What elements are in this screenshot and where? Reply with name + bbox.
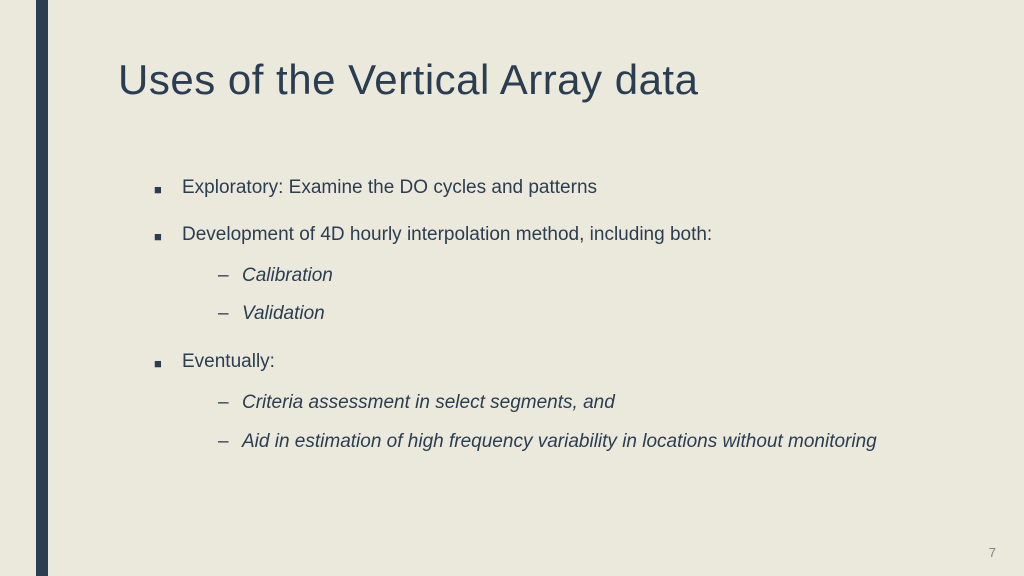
sub-item: Calibration [182,261,964,291]
sub-list: Calibration Validation [182,261,964,330]
sub-item: Validation [182,299,964,329]
bullet-list: Exploratory: Examine the DO cycles and p… [118,174,964,457]
page-number: 7 [989,545,996,560]
bullet-text: Eventually: [182,351,275,372]
slide-title: Uses of the Vertical Array data [118,56,964,104]
bullet-text: Development of 4D hourly interpolation m… [182,224,712,245]
sub-item: Aid in estimation of high frequency vari… [182,427,964,457]
bullet-item: Development of 4D hourly interpolation m… [118,221,964,330]
accent-bar [36,0,48,576]
sub-item: Criteria assessment in select segments, … [182,388,964,418]
bullet-item: Exploratory: Examine the DO cycles and p… [118,174,964,203]
slide-content: Uses of the Vertical Array data Explorat… [118,56,964,475]
bullet-text: Exploratory: Examine the DO cycles and p… [182,177,597,198]
sub-list: Criteria assessment in select segments, … [182,388,964,457]
bullet-item: Eventually: Criteria assessment in selec… [118,348,964,457]
